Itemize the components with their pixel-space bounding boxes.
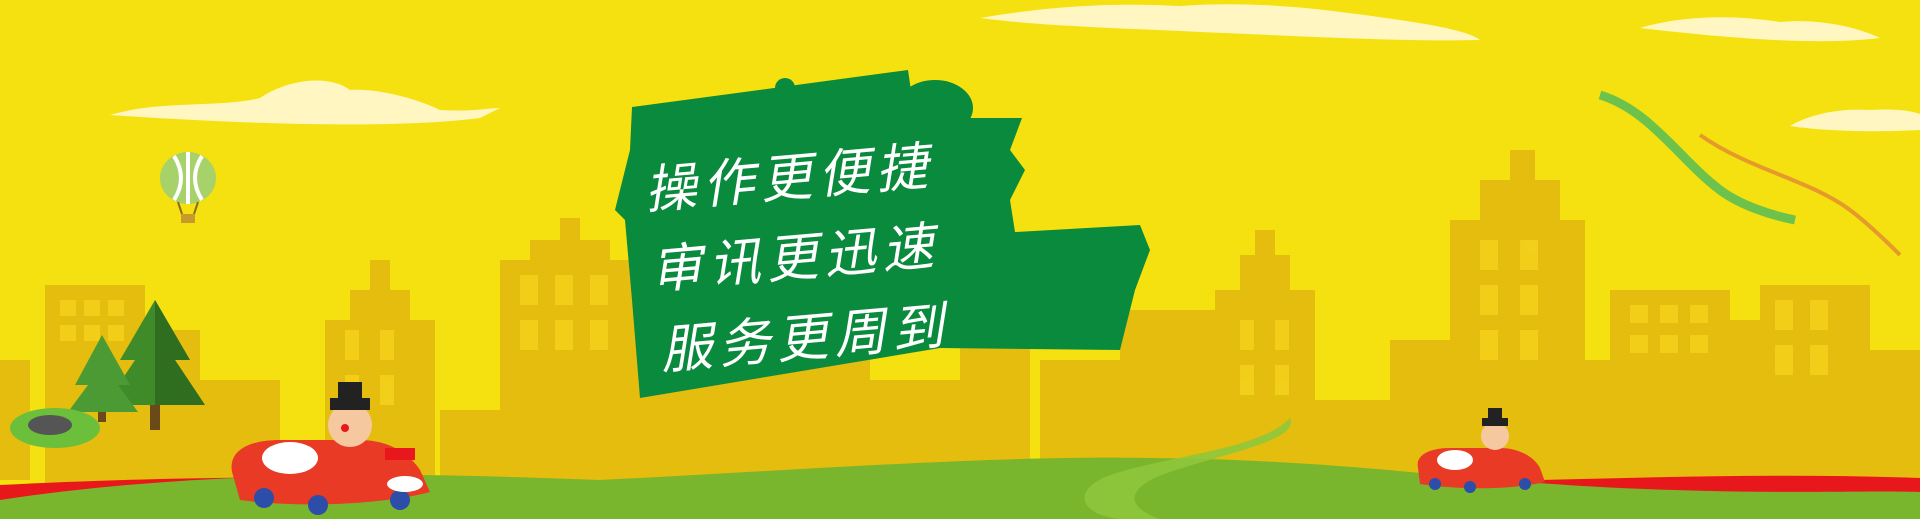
bush-rock <box>10 408 100 448</box>
grass-hill <box>0 457 1920 519</box>
slogan-sign-board <box>615 70 1150 398</box>
cloud-icon <box>980 4 1480 41</box>
pine-tree-icon <box>105 300 205 430</box>
cloud-icon <box>1790 109 1920 132</box>
building-windows <box>60 240 1828 405</box>
cartoon-car-icon <box>231 382 430 515</box>
cloud-icon <box>1640 17 1880 42</box>
ribbon-icon <box>1698 133 1902 257</box>
grass-path <box>1084 418 1291 519</box>
ribbon-icon <box>1598 90 1796 225</box>
cartoon-car-icon <box>1417 408 1545 493</box>
pine-tree-icon <box>68 335 138 422</box>
cloud-icon <box>110 80 500 125</box>
hot-air-balloon-icon <box>160 152 216 223</box>
